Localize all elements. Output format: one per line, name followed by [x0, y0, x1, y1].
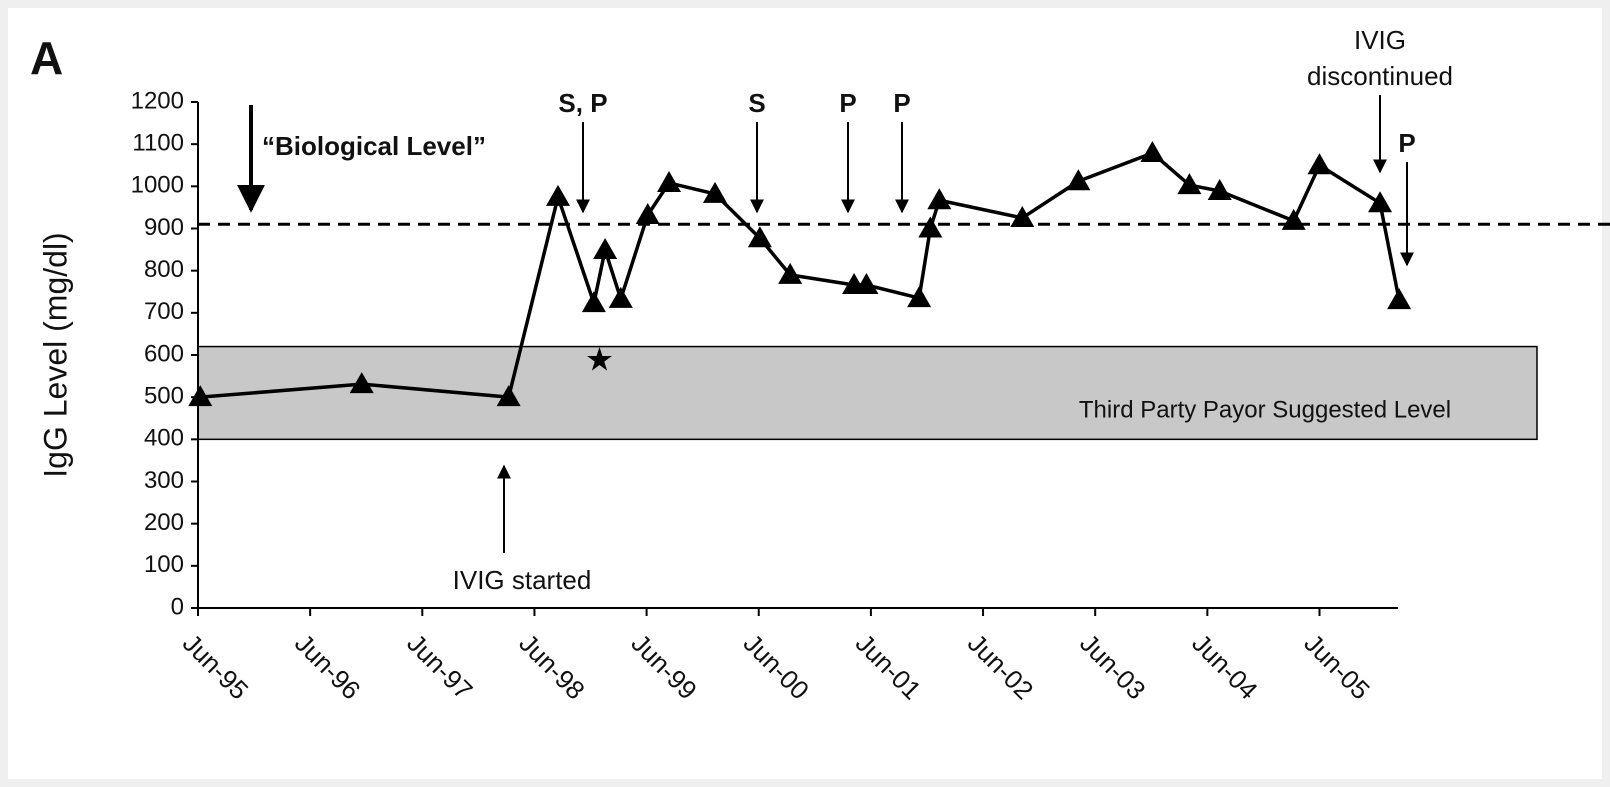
data-point [1368, 191, 1393, 213]
y-tick-label: 1100 [132, 130, 184, 157]
y-tick-label: 200 [144, 509, 184, 536]
data-point [1387, 288, 1412, 310]
y-tick-label: 700 [144, 298, 184, 325]
y-tick-label: 0 [171, 593, 184, 620]
data-point [593, 238, 618, 260]
y-tick-label: 1000 [131, 172, 184, 199]
data-point [1307, 153, 1332, 175]
annotation: IVIG started [453, 565, 592, 595]
y-tick-label: 900 [144, 214, 184, 241]
annotation: Third Party Payor Suggested Level [1079, 396, 1451, 423]
data-point [608, 286, 633, 308]
annotation: S [748, 88, 765, 118]
data-point [747, 226, 772, 248]
y-tick-label: 100 [144, 551, 184, 578]
y-tick-label: 800 [144, 256, 184, 283]
annotation: S, P [558, 88, 607, 118]
data-point [1177, 173, 1202, 195]
annotation: IVIG [1354, 25, 1406, 55]
panel-label: A [30, 32, 63, 84]
star-marker [587, 347, 612, 371]
annotation: P [839, 88, 856, 118]
data-point [496, 385, 521, 407]
data-point [1140, 141, 1165, 163]
data-point [1010, 205, 1035, 227]
y-tick-label: 300 [144, 467, 184, 494]
data-point [657, 170, 682, 192]
data-point [188, 385, 213, 407]
data-point [778, 262, 803, 284]
data-point [581, 291, 606, 313]
suggested-band [197, 345, 1538, 441]
y-tick-label: 500 [144, 383, 184, 410]
data-point [635, 203, 660, 225]
data-point [1066, 169, 1091, 191]
data-point [927, 188, 952, 210]
data-point [1207, 178, 1232, 200]
data-point [1281, 208, 1306, 230]
y-tick-label: 400 [144, 425, 184, 452]
data-point [918, 216, 943, 238]
data-point [349, 372, 374, 394]
data-point [703, 181, 728, 203]
y-tick-label: 1200 [131, 87, 184, 114]
data-point [907, 286, 932, 308]
annotation: P [893, 88, 910, 118]
annotation: “Biological Level” [262, 131, 486, 161]
annotation: P [1398, 128, 1415, 158]
y-tick-label: 600 [144, 340, 184, 367]
data-point [546, 184, 570, 206]
y-axis-label: IgG Level (mg/dl) [37, 232, 73, 477]
annotation: discontinued [1307, 61, 1453, 91]
data-point [854, 273, 879, 295]
